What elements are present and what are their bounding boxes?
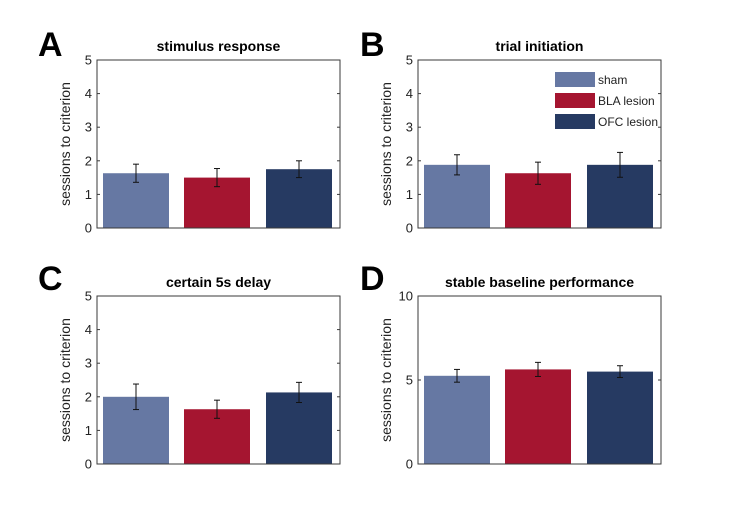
y-tick-label: 0 [406, 457, 413, 472]
panel-letter: A [38, 26, 63, 64]
y-axis-label: sessions to criterion [378, 318, 394, 442]
y-tick-label: 0 [85, 221, 92, 236]
panel-letter: C [38, 260, 63, 298]
chart-title: trial initiation [496, 38, 584, 54]
y-tick-label: 3 [85, 356, 92, 371]
y-tick-label: 0 [85, 457, 92, 472]
legend-swatch-bla-lesion [555, 93, 595, 108]
y-tick-label: 1 [406, 187, 413, 202]
y-tick-label: 3 [406, 120, 413, 135]
y-axis-label: sessions to criterion [378, 82, 394, 206]
panel-letter: B [360, 26, 385, 64]
legend-label: BLA lesion [598, 94, 655, 108]
y-tick-label: 5 [406, 53, 413, 68]
error-bar [214, 399, 220, 419]
error-bar [617, 151, 623, 178]
y-tick-label: 3 [85, 120, 92, 135]
y-tick-label: 2 [406, 153, 413, 168]
y-tick-label: 5 [406, 373, 413, 388]
error-bar [296, 381, 302, 404]
panel-letter: D [360, 260, 385, 298]
y-tick-label: 4 [406, 86, 413, 101]
error-bar [214, 168, 220, 188]
chart-title: stimulus response [157, 38, 281, 54]
chart-title: stable baseline performance [445, 274, 634, 290]
y-tick-label: 0 [406, 221, 413, 236]
y-tick-label: 5 [85, 53, 92, 68]
legend-swatch-ofc-lesion [555, 114, 595, 129]
y-tick-label: 2 [85, 153, 92, 168]
error-bar [535, 161, 541, 185]
y-tick-label: 2 [85, 389, 92, 404]
bar-sham [424, 375, 490, 464]
bar-bla-lesion [505, 369, 571, 464]
y-axis-label: sessions to criterion [57, 318, 73, 442]
chart-title: certain 5s delay [166, 274, 271, 290]
y-tick-label: 1 [85, 187, 92, 202]
legend: sham BLA lesion OFC lesion [555, 72, 658, 129]
error-bar [617, 365, 623, 378]
legend-label: OFC lesion [598, 115, 658, 129]
legend-label: sham [598, 73, 627, 87]
y-axis-label: sessions to criterion [57, 82, 73, 206]
y-tick-label: 1 [85, 423, 92, 438]
error-bar [296, 160, 302, 179]
error-bar [454, 368, 460, 383]
bar-ofc-lesion [266, 169, 332, 228]
y-tick-label: 4 [85, 322, 92, 337]
error-bar [133, 383, 139, 411]
error-bar [133, 163, 139, 183]
error-bar [535, 361, 541, 377]
bar-ofc-lesion [587, 371, 653, 464]
bar-ofc-lesion [266, 392, 332, 464]
y-tick-label: 5 [85, 289, 92, 304]
legend-swatch-sham [555, 72, 595, 87]
error-bar [454, 154, 460, 176]
y-tick-label: 10 [399, 289, 413, 304]
y-tick-label: 4 [85, 86, 92, 101]
